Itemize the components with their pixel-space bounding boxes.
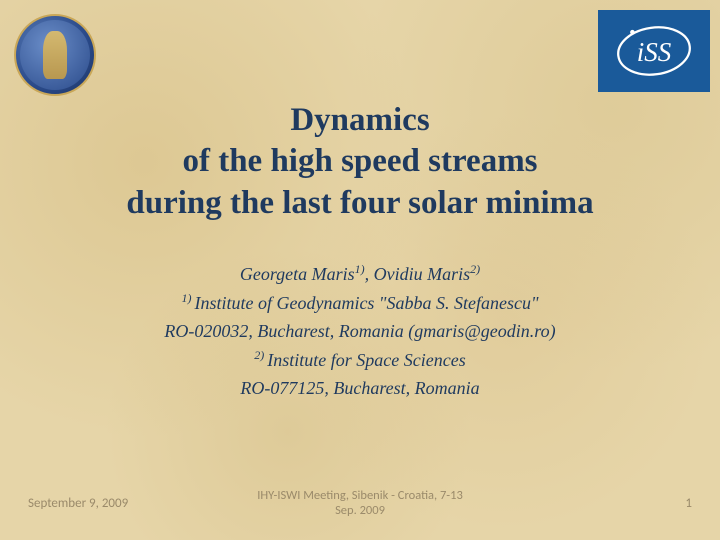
author-1: Georgeta Maris: [240, 264, 355, 284]
iss-logo: iSS: [598, 10, 710, 92]
aff-2-sup: 2): [254, 348, 267, 362]
academia-romana-logo: [14, 14, 96, 96]
footer-date: September 9, 2009: [28, 496, 178, 511]
slide-title: Dynamics of the high speed streams durin…: [0, 100, 720, 224]
logo-seal-inner: [20, 20, 90, 90]
affiliation-2: 2) Institute for Space Sciences: [50, 346, 670, 375]
title-line-1: Dynamics: [290, 102, 429, 138]
slide-footer: September 9, 2009 IHY-ISWI Meeting, Sibe…: [0, 488, 720, 518]
authors-block: Georgeta Maris1), Ovidiu Maris2) 1) Inst…: [0, 260, 720, 402]
aff-2-name: Institute for Space Sciences: [267, 350, 465, 370]
aff-1-name: Institute of Geodynamics "Sabba S. Stefa…: [194, 293, 538, 313]
author-names: Georgeta Maris1), Ovidiu Maris2): [50, 260, 670, 289]
iss-logo-svg: iSS: [609, 16, 699, 86]
title-line-2: of the high speed streams: [182, 143, 537, 179]
author-2-sup: 2): [470, 262, 480, 276]
affiliation-1-address: RO-020032, Bucharest, Romania (gmaris@ge…: [50, 318, 670, 346]
footer-page-number: 1: [542, 496, 692, 511]
aff-1-sup: 1): [181, 291, 194, 305]
author-1-sup: 1): [355, 262, 365, 276]
footer-meeting-line2: Sep. 2009: [335, 503, 385, 518]
title-line-3: during the last four solar minima: [126, 185, 593, 221]
affiliation-1: 1) Institute of Geodynamics "Sabba S. St…: [50, 289, 670, 318]
logo-figure: [43, 31, 67, 79]
footer-meeting-line1: IHY-ISWI Meeting, Sibenik - Croatia, 7-1…: [257, 488, 463, 503]
author-2: , Ovidiu Maris: [365, 264, 471, 284]
affiliation-2-address: RO-077125, Bucharest, Romania: [50, 375, 670, 403]
footer-meeting: IHY-ISWI Meeting, Sibenik - Croatia, 7-1…: [178, 488, 542, 518]
svg-text:iSS: iSS: [637, 37, 672, 67]
